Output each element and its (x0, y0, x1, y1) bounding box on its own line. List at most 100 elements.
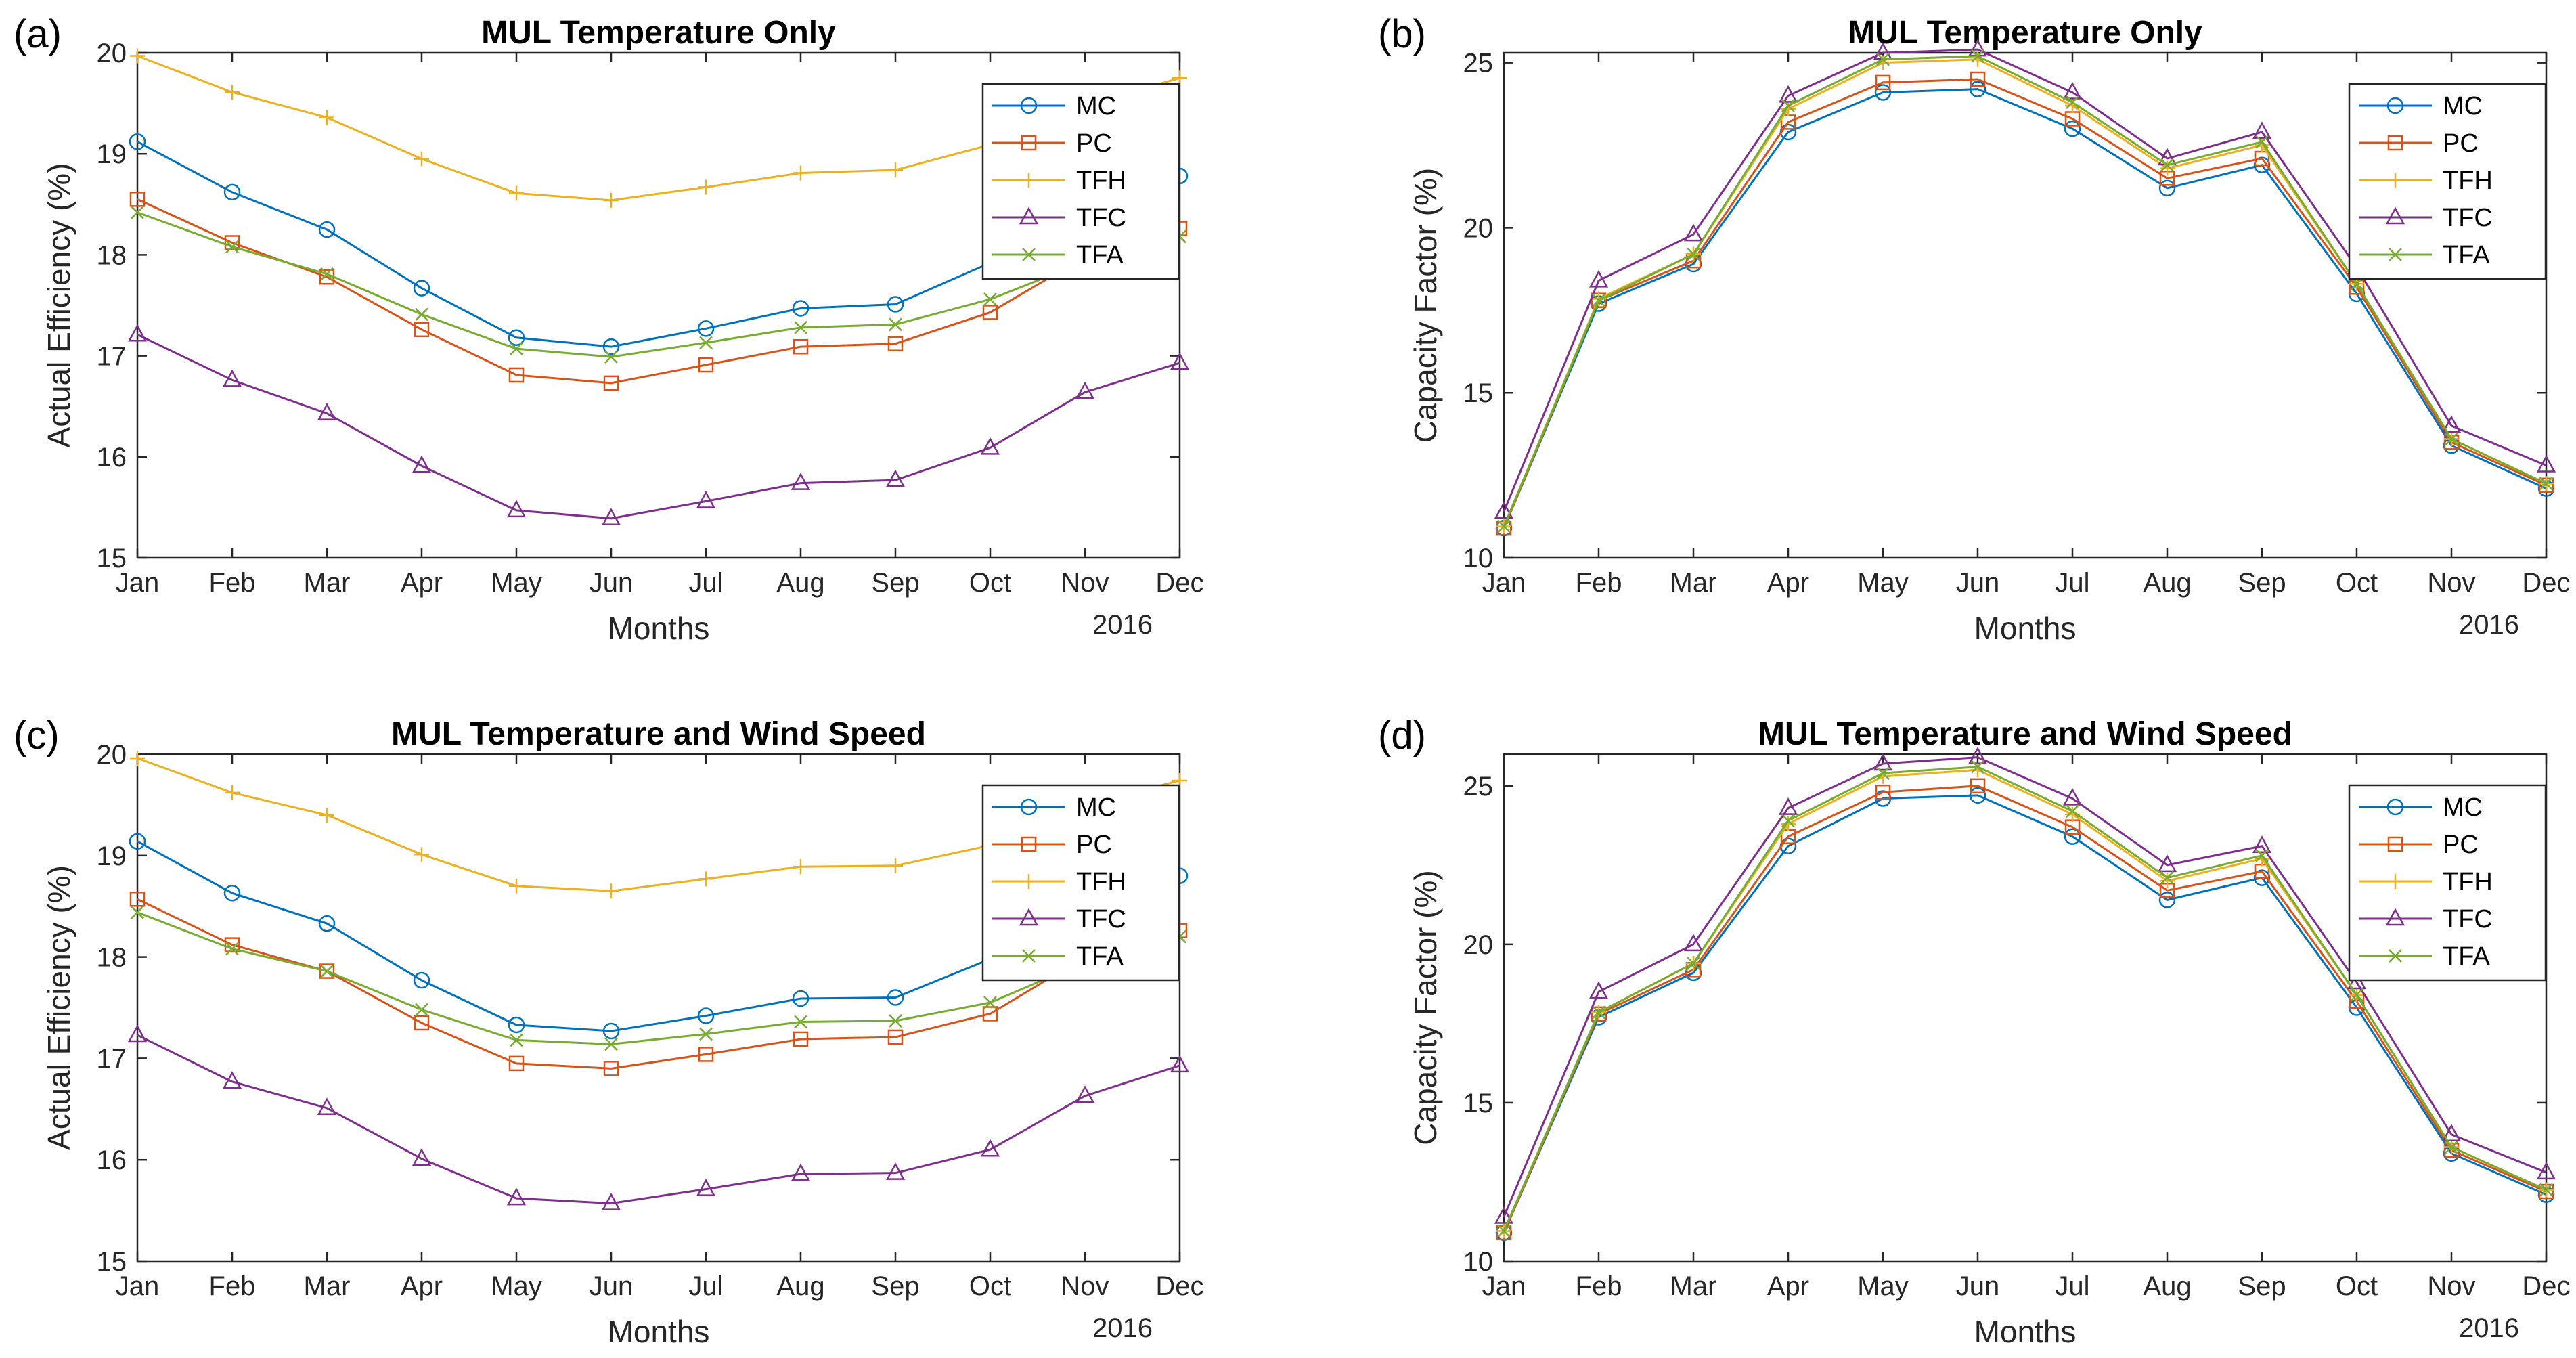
x-tick-label: Jun (1956, 1271, 2000, 1301)
legend-label: TFH (1076, 167, 1126, 195)
legend-label: TFA (2443, 942, 2490, 971)
legend-item-tfh: TFH (2359, 167, 2493, 195)
chart-panel-a: (a) MUL Temperature Only Jan Feb Mar Apr May Ju… (14, 12, 1204, 646)
legend-label: TFH (1076, 868, 1126, 896)
data-point-pc (698, 357, 714, 373)
chart-panel-c: (c) MUL Temperature and Wind Speed Jan Feb M… (14, 714, 1204, 1349)
x-tick-label: Jan (1482, 568, 1526, 598)
data-point-tfc (1683, 934, 1704, 952)
x-tick-label: Jan (1482, 1271, 1526, 1301)
data-point-tfc (696, 490, 716, 508)
series-line-mc (1503, 794, 2547, 1233)
data-point-tfa (2066, 95, 2079, 110)
y-tick-label: 15 (1463, 378, 1494, 408)
y-tick-label: 20 (97, 39, 127, 68)
legend-item-tfc: TFC (992, 204, 1126, 232)
x-tick-label: Jan (116, 568, 160, 598)
y-tick-label: 10 (1463, 1247, 1494, 1277)
data-point-tfa (1687, 247, 1700, 261)
data-point-tfh (793, 165, 808, 181)
legend-item-mc: MC (2359, 793, 2483, 822)
data-point-tfh (604, 883, 619, 899)
data-point-tfa (131, 905, 144, 919)
plot-area (136, 51, 1181, 559)
legend-box (981, 83, 1180, 280)
data-point-tfc (1778, 797, 1798, 815)
series-tfa (131, 905, 1186, 1051)
data-point-tfa (510, 1033, 523, 1047)
series-tfc (127, 1024, 1190, 1210)
legend: MC PC TFH TFC TFA (2348, 784, 2547, 982)
data-point-pc (508, 1055, 525, 1072)
data-point-tfa (510, 342, 523, 356)
data-point-tfh (1781, 816, 1796, 831)
data-point-tfh (888, 162, 903, 178)
data-point-tfc (885, 1162, 906, 1180)
x-tick-label: May (1857, 1271, 1909, 1301)
x-tick-label: Aug (2143, 1271, 2191, 1301)
series-line-tfa (137, 211, 1180, 358)
data-point-tfa (415, 307, 428, 322)
legend-item-tfa: TFA (2359, 241, 2490, 269)
data-point-tfc (1968, 747, 1988, 764)
data-point-tfh (1781, 101, 1796, 116)
legend-marker (2385, 206, 2405, 225)
data-point-tfc (2252, 121, 2272, 139)
y-tick-label: 17 (97, 1044, 127, 1074)
data-point-tfa (1592, 1005, 1605, 1020)
legend-label: PC (1076, 831, 1112, 859)
x-tick-label: Dec (1155, 1271, 1203, 1301)
legend-marker (1021, 836, 1037, 852)
series-line-mc (1503, 88, 2547, 529)
legend-marker (2389, 949, 2402, 963)
year-label: 2016 (2459, 1313, 2519, 1343)
x-tick-label: Jun (590, 568, 634, 598)
data-point-mc (887, 989, 904, 1006)
legend-marker (1019, 908, 1039, 926)
legend-label: PC (2443, 129, 2479, 158)
y-tick-label: 16 (97, 1145, 127, 1175)
data-point-pc (793, 338, 809, 355)
data-point-mc (2158, 892, 2176, 908)
x-tick-label: Oct (2336, 1271, 2378, 1301)
data-point-tfc (412, 455, 432, 473)
data-point-tfc (980, 1139, 1000, 1157)
legend-item-tfa: TFA (992, 942, 1124, 971)
legend-item-mc: MC (992, 793, 1116, 822)
legend-label: MC (2443, 92, 2483, 121)
x-tick-label: Oct (969, 568, 1011, 598)
x-tick-label: Nov (1061, 568, 1109, 598)
legend-label: PC (1076, 129, 1112, 158)
data-point-tfc (412, 1148, 432, 1166)
data-point-pc (698, 1047, 714, 1062)
y-axis-title: Capacity Factor (%) (1408, 168, 1443, 443)
legend-item-pc: PC (2359, 129, 2479, 158)
x-tick-label: Jul (688, 568, 723, 598)
legend-marker (1020, 97, 1038, 114)
data-point-tfa (889, 1014, 902, 1028)
x-tick-label: Feb (1576, 568, 1622, 598)
data-point-pc (887, 336, 904, 351)
panel-label: (b) (1378, 12, 1426, 56)
data-point-tfc (1778, 85, 1798, 103)
data-point-tfa (2539, 1183, 2553, 1197)
legend-marker (2388, 874, 2403, 889)
series-tfc (1494, 747, 2556, 1224)
data-point-pc (603, 375, 619, 391)
data-point-tfa (2066, 804, 2079, 818)
series-tfa (1497, 49, 2553, 533)
data-point-pc (887, 1029, 904, 1045)
legend-marker (2389, 248, 2402, 261)
data-point-tfa (794, 320, 807, 334)
x-tick-label: Nov (1061, 1271, 1109, 1301)
y-tick-label: 20 (1463, 930, 1494, 960)
data-point-tfc (127, 324, 148, 342)
legend-marker (2385, 908, 2405, 926)
data-point-tfa (225, 240, 239, 254)
legend-label: TFA (2443, 241, 2490, 269)
x-tick-label: Apr (401, 1271, 443, 1301)
data-point-tfc (1873, 753, 1893, 771)
legend-label: TFA (1076, 942, 1124, 971)
data-point-pc (603, 1061, 619, 1076)
data-point-tfh (888, 858, 903, 873)
